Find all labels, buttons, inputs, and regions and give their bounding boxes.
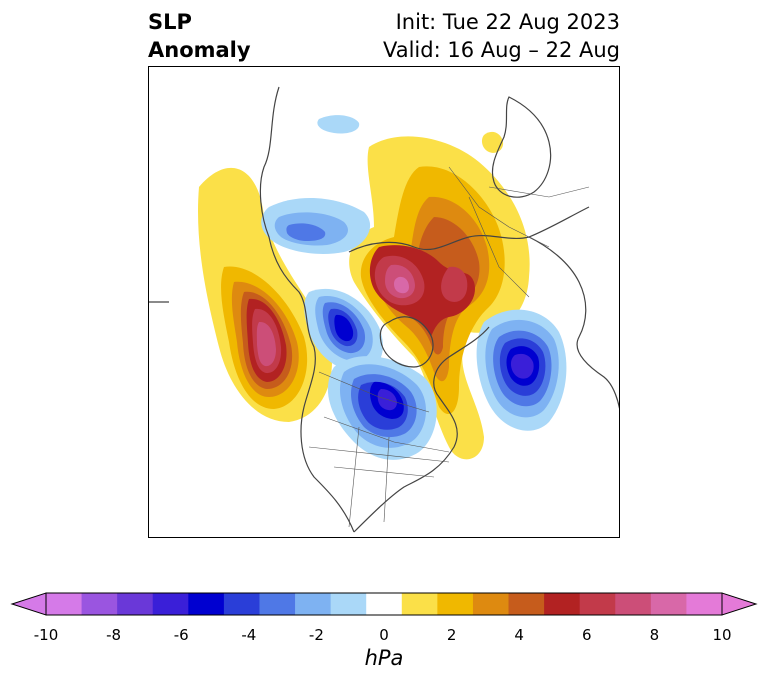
atlantic-low — [476, 309, 567, 431]
init-date: Init: Tue 22 Aug 2023 — [395, 10, 620, 34]
colorbar-cell — [46, 593, 83, 615]
anomaly-map — [149, 86, 619, 533]
colorbar-cell — [686, 593, 723, 615]
arctic-low-patch — [317, 115, 360, 134]
colorbar-cell — [615, 593, 652, 615]
colorbar-cell — [650, 593, 687, 615]
colorbar-cell — [81, 593, 118, 615]
colorbar-cell — [544, 593, 581, 615]
valid-range: Valid: 16 Aug – 22 Aug — [382, 38, 620, 62]
colorbar-tick-label: -6 — [173, 626, 189, 644]
colorbar-tick-label: -8 — [106, 626, 122, 644]
colorbar-cell — [508, 593, 545, 615]
colorbar-cell — [259, 593, 296, 615]
colorbar-tick-label: 6 — [582, 626, 592, 644]
colorbar-cell — [472, 593, 510, 615]
colorbar-cell — [366, 593, 403, 615]
coastlines — [149, 86, 619, 533]
title-line-2: Anomaly — [148, 38, 251, 62]
colorbar-unit-label: hPa — [364, 646, 404, 670]
colorbar-cell — [117, 593, 154, 615]
colorbar-cell — [295, 593, 332, 615]
colorbar-cell — [152, 593, 189, 615]
colorbar-cell — [437, 593, 474, 615]
colorbar-cell — [188, 593, 225, 615]
colorbar — [10, 592, 758, 616]
title-line-1: SLP — [148, 10, 192, 34]
greenland-high-patch — [481, 131, 504, 153]
colorbar-tick-label: 10 — [712, 626, 732, 644]
colorbar-tick-label: -10 — [33, 626, 59, 644]
pacific-high — [198, 167, 333, 422]
colorbar-tick-label: 8 — [649, 626, 660, 644]
map-panel — [148, 66, 620, 538]
date-info: Init: Tue 22 Aug 2023 Valid: 16 Aug – 22… — [383, 8, 620, 64]
colorbar-cell — [223, 593, 260, 615]
colorbar-tick-label: 4 — [514, 626, 524, 644]
colorbar-extend-min — [10, 592, 47, 616]
colorbar-tick-label: -2 — [308, 626, 324, 644]
arctic-high — [349, 136, 530, 460]
hudson-low — [327, 356, 437, 460]
colorbar-cell — [330, 593, 367, 615]
colorbar-cell — [401, 593, 438, 615]
borders — [308, 166, 590, 528]
colorbar-cell — [579, 593, 616, 615]
bering-low — [261, 197, 371, 254]
map-title: SLP Anomaly — [148, 8, 251, 64]
colorbar-extend-max — [721, 592, 758, 616]
colorbar-tick-label: -4 — [241, 626, 257, 644]
colorbar-tick-label: 2 — [446, 626, 457, 644]
yukon-low — [304, 288, 383, 372]
colorbar-tick-label: 0 — [379, 626, 389, 644]
colorbar-outline — [45, 592, 723, 616]
